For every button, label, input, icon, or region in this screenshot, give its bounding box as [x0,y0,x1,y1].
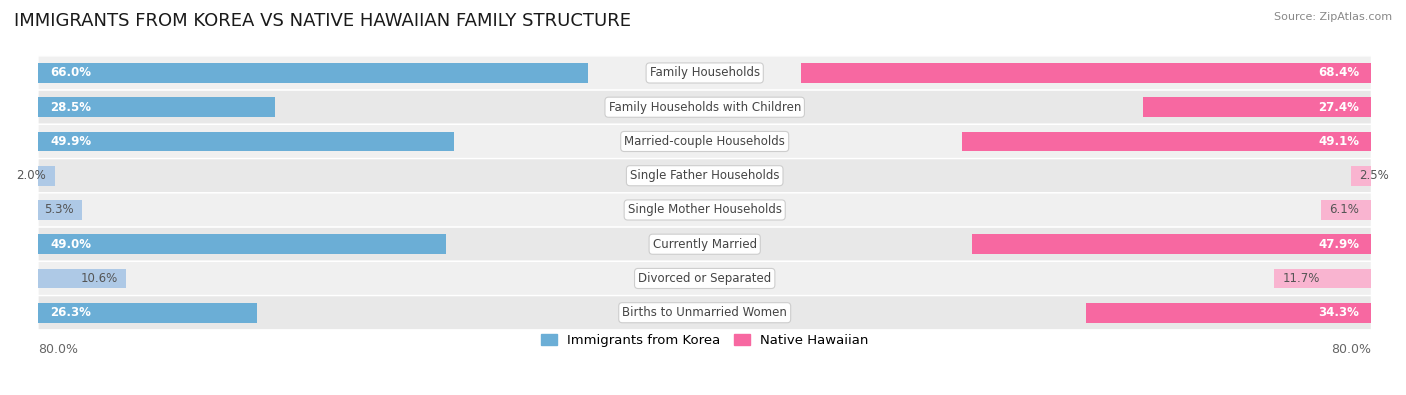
Text: Source: ZipAtlas.com: Source: ZipAtlas.com [1274,12,1392,22]
Text: 49.9%: 49.9% [51,135,91,148]
Text: Divorced or Separated: Divorced or Separated [638,272,772,285]
FancyBboxPatch shape [38,193,1371,227]
FancyBboxPatch shape [38,261,1371,295]
FancyBboxPatch shape [38,90,1371,124]
Text: 28.5%: 28.5% [51,101,91,114]
FancyBboxPatch shape [38,56,1371,90]
Text: Currently Married: Currently Married [652,238,756,251]
Bar [38,234,446,254]
Text: 5.3%: 5.3% [44,203,73,216]
Bar [1320,200,1371,220]
Bar [962,132,1371,151]
Text: 66.0%: 66.0% [51,66,91,79]
Text: 26.3%: 26.3% [51,306,91,319]
Bar [38,303,257,323]
FancyBboxPatch shape [38,159,1371,193]
FancyBboxPatch shape [38,227,1371,261]
Legend: Immigrants from Korea, Native Hawaiian: Immigrants from Korea, Native Hawaiian [536,329,873,352]
Bar [1085,303,1371,323]
Bar [38,63,588,83]
FancyBboxPatch shape [38,295,1371,330]
Text: 49.1%: 49.1% [1317,135,1360,148]
Text: 27.4%: 27.4% [1317,101,1360,114]
Text: Births to Unmarried Women: Births to Unmarried Women [623,306,787,319]
Bar [1274,269,1371,288]
Bar [1143,97,1371,117]
Bar [38,166,55,186]
Text: 2.5%: 2.5% [1360,169,1389,182]
Text: 80.0%: 80.0% [38,343,77,356]
Text: Married-couple Households: Married-couple Households [624,135,785,148]
Bar [1351,166,1371,186]
Text: Single Father Households: Single Father Households [630,169,779,182]
Text: 47.9%: 47.9% [1317,238,1360,251]
Bar [801,63,1371,83]
Text: 49.0%: 49.0% [51,238,91,251]
Bar [38,132,454,151]
Bar [38,200,82,220]
Bar [38,269,127,288]
Text: 2.0%: 2.0% [17,169,46,182]
Text: 68.4%: 68.4% [1317,66,1360,79]
Text: IMMIGRANTS FROM KOREA VS NATIVE HAWAIIAN FAMILY STRUCTURE: IMMIGRANTS FROM KOREA VS NATIVE HAWAIIAN… [14,12,631,30]
Text: 10.6%: 10.6% [80,272,118,285]
Bar [38,97,276,117]
Text: 11.7%: 11.7% [1282,272,1320,285]
Text: 80.0%: 80.0% [1331,343,1371,356]
Text: Family Households with Children: Family Households with Children [609,101,801,114]
Text: 34.3%: 34.3% [1317,306,1360,319]
Text: Family Households: Family Households [650,66,759,79]
Bar [972,234,1371,254]
Text: 6.1%: 6.1% [1329,203,1358,216]
FancyBboxPatch shape [38,124,1371,159]
Text: Single Mother Households: Single Mother Households [627,203,782,216]
